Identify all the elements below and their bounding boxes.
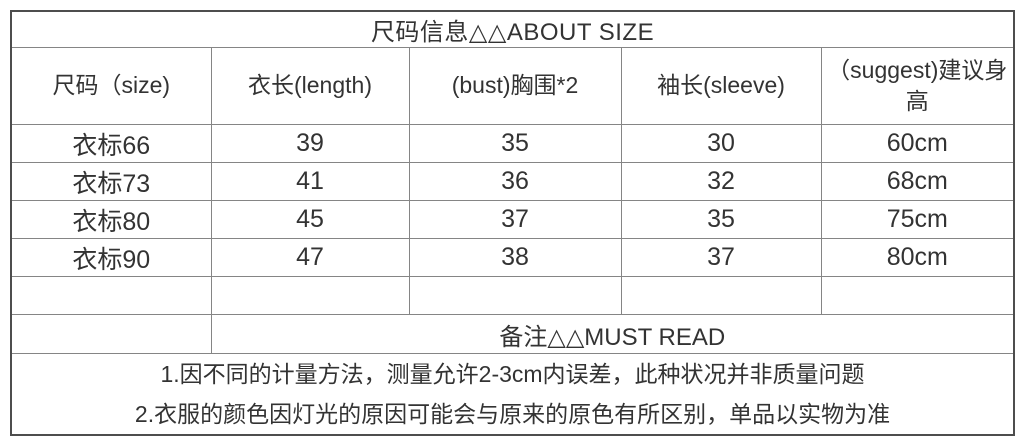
table-row: 衣标66 39 35 30 60cm — [10, 124, 1015, 163]
column-header-length: 衣长(length) — [210, 47, 410, 125]
height-cell: 68cm — [820, 162, 1015, 201]
empty-cell — [10, 314, 212, 354]
notes-row: 1.因不同的计量方法，测量允许2-3cm内误差，此种状况并非质量问题 2.衣服的… — [10, 353, 1015, 436]
length-cell: 47 — [210, 238, 410, 277]
size-cell: 衣标80 — [10, 200, 212, 239]
column-header-suggest-height: （suggest)建议身高 — [820, 47, 1015, 125]
empty-cell — [620, 276, 822, 315]
table-title-row: 尺码信息△△ABOUT SIZE — [10, 10, 1015, 48]
column-header-size: 尺码（size) — [10, 47, 212, 125]
height-cell: 75cm — [820, 200, 1015, 239]
sleeve-cell: 37 — [620, 238, 822, 277]
table-row: 衣标90 47 38 37 80cm — [10, 238, 1015, 277]
note-header-row: 备注△△MUST READ — [10, 314, 1015, 354]
table-row: 衣标73 41 36 32 68cm — [10, 162, 1015, 201]
bust-cell: 36 — [408, 162, 622, 201]
notes-cell: 1.因不同的计量方法，测量允许2-3cm内误差，此种状况并非质量问题 2.衣服的… — [10, 353, 1015, 436]
bust-cell: 37 — [408, 200, 622, 239]
size-cell: 衣标90 — [10, 238, 212, 277]
height-cell: 80cm — [820, 238, 1015, 277]
sleeve-cell: 32 — [620, 162, 822, 201]
table-header-row: 尺码（size) 衣长(length) (bust)胸围*2 袖长(sleeve… — [10, 47, 1015, 125]
empty-cell — [820, 276, 1015, 315]
table-title: 尺码信息△△ABOUT SIZE — [10, 10, 1015, 48]
sleeve-cell: 35 — [620, 200, 822, 239]
empty-cell — [210, 276, 410, 315]
table-row: 衣标80 45 37 35 75cm — [10, 200, 1015, 239]
length-cell: 41 — [210, 162, 410, 201]
length-cell: 45 — [210, 200, 410, 239]
note-line-2: 2.衣服的颜色因灯光的原因可能会与原来的原色有所区别，单品以实物为准 — [134, 401, 891, 427]
empty-row — [10, 276, 1015, 315]
size-cell: 衣标66 — [10, 124, 212, 163]
note-line-1: 1.因不同的计量方法，测量允许2-3cm内误差，此种状况并非质量问题 — [160, 361, 865, 387]
empty-cell — [10, 276, 212, 315]
bust-cell: 35 — [408, 124, 622, 163]
length-cell: 39 — [210, 124, 410, 163]
sleeve-cell: 30 — [620, 124, 822, 163]
height-cell: 60cm — [820, 124, 1015, 163]
size-chart-table: 尺码信息△△ABOUT SIZE 尺码（size) 衣长(length) (bu… — [10, 10, 1016, 436]
column-header-bust: (bust)胸围*2 — [408, 47, 622, 125]
note-header: 备注△△MUST READ — [210, 314, 1015, 354]
bust-cell: 38 — [408, 238, 622, 277]
size-cell: 衣标73 — [10, 162, 212, 201]
column-header-sleeve: 袖长(sleeve) — [620, 47, 822, 125]
empty-cell — [408, 276, 622, 315]
